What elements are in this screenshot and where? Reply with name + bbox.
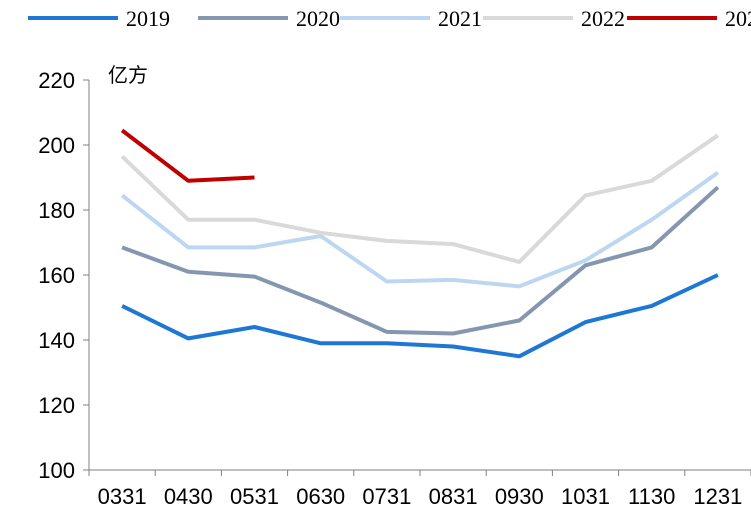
y-tick-label: 180 bbox=[38, 198, 75, 223]
x-tick-label: 0831 bbox=[429, 484, 478, 509]
x-tick-label: 0331 bbox=[98, 484, 147, 509]
legend-label-2020: 2020 bbox=[296, 6, 340, 31]
legend: 2019 2020 2021 2022 2023 bbox=[28, 6, 751, 31]
y-tick-label: 220 bbox=[38, 68, 75, 93]
legend-label-2019: 2019 bbox=[126, 6, 170, 31]
x-tick-label: 1031 bbox=[561, 484, 610, 509]
x-tick-label: 0930 bbox=[495, 484, 544, 509]
series-line-2022 bbox=[120, 133, 720, 264]
y-tick-label: 160 bbox=[38, 263, 75, 288]
x-tick-label: 1130 bbox=[628, 484, 675, 509]
unit-label: 亿方 bbox=[108, 63, 148, 87]
y-tick-label: 100 bbox=[38, 458, 75, 483]
x-tick-label: 1231 bbox=[693, 484, 742, 509]
legend-label-2023: 2023 bbox=[725, 6, 751, 31]
y-tick-label: 140 bbox=[38, 328, 75, 353]
series-line-2020 bbox=[121, 185, 720, 336]
x-tick-label: 0531 bbox=[230, 484, 279, 509]
series-lines bbox=[120, 128, 720, 359]
y-axis: 100 120 140 160 180 200 220 bbox=[38, 68, 90, 483]
series-line-2019 bbox=[121, 273, 719, 359]
legend-label-2022: 2022 bbox=[581, 6, 625, 31]
x-tick-label: 0731 bbox=[362, 484, 411, 509]
series-line-2021 bbox=[120, 170, 720, 289]
x-tick-label: 0430 bbox=[164, 484, 213, 509]
series-line-2023 bbox=[120, 128, 255, 183]
y-tick-label: 200 bbox=[38, 133, 75, 158]
x-axis: 0331 0430 0531 0630 0731 0831 0930 1031 1130 1231 bbox=[88, 469, 751, 509]
legend-label-2021: 2021 bbox=[438, 6, 482, 31]
x-tick-label: 0630 bbox=[296, 484, 345, 509]
y-tick-label: 120 bbox=[38, 393, 75, 418]
